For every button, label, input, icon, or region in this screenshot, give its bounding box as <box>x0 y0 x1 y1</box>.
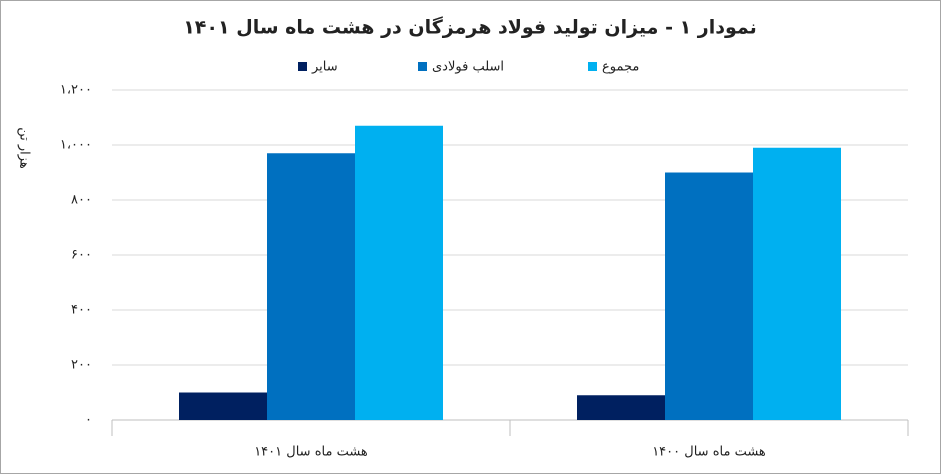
bar <box>267 153 355 420</box>
bar <box>355 125 443 420</box>
bar <box>665 172 753 420</box>
x-tick-label: هشت ماه سال ۱۴۰۱ <box>254 445 368 460</box>
y-tick-label: ۴۰۰ <box>71 303 92 318</box>
legend-label: اسلب فولادی <box>432 60 504 75</box>
y-tick-label: ۲۰۰ <box>71 358 92 373</box>
y-tick-label: ۰ <box>85 413 92 428</box>
bar <box>577 395 665 420</box>
legend-label: سایر <box>311 60 338 75</box>
legend-swatch <box>298 62 307 71</box>
bar <box>753 147 841 420</box>
x-tick-label: هشت ماه سال ۱۴۰۰ <box>652 445 766 460</box>
chart-title: نمودار ۱ - میزان تولید فولاد هرمزگان در … <box>183 16 757 39</box>
y-tick-label: ۶۰۰ <box>71 248 92 263</box>
bar <box>179 392 267 420</box>
y-tick-label: ۱،۰۰۰ <box>60 138 92 153</box>
y-axis-label: هزار تن <box>17 127 32 169</box>
y-tick-label: ۸۰۰ <box>71 193 92 208</box>
legend-label: مجموع <box>602 60 639 75</box>
legend-swatch <box>588 62 597 71</box>
legend-swatch <box>418 62 427 71</box>
y-tick-label: ۱،۲۰۰ <box>60 83 92 98</box>
